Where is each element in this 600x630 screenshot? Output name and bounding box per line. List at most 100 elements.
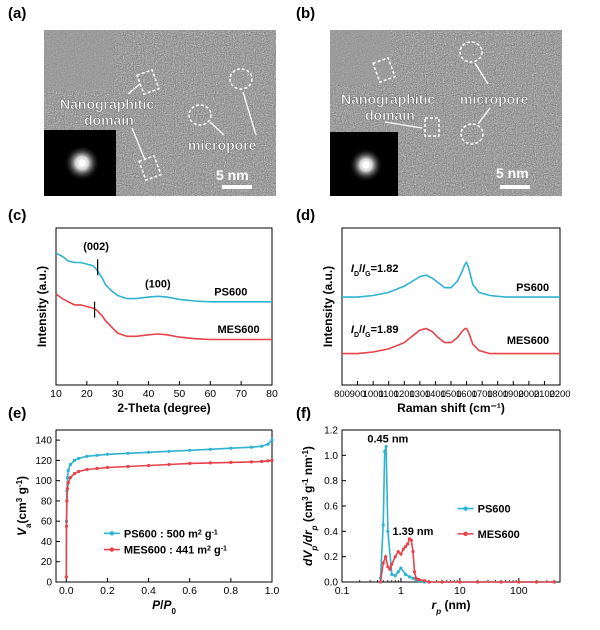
- intensity-ratio-label: ID/IG=1.82: [351, 263, 399, 278]
- x-tick-label: 1200: [394, 389, 415, 400]
- data-point-mes600: [386, 565, 390, 569]
- y-tick-label: 0.0: [324, 578, 338, 589]
- x-tick-label: 20: [81, 388, 93, 400]
- x-tick-label: 1100: [378, 389, 398, 400]
- y-axis-label: Intensity (a.u.): [35, 266, 49, 347]
- x-axis-ticks: 10 20 30 40 50 60 70 80: [50, 381, 278, 400]
- y-tick-label: 140: [35, 436, 52, 447]
- x-tick-label: 1600: [456, 389, 477, 400]
- data-point-ps600: [411, 576, 415, 580]
- annotation-micropore-a: micropore: [188, 137, 257, 153]
- data-point-ps600: [396, 570, 400, 574]
- x-tick-label: 1800: [487, 389, 508, 400]
- legend-marker: [109, 547, 115, 552]
- data-point-mes600: [388, 567, 392, 571]
- x-tick-label: 10: [50, 388, 62, 400]
- series-label-mes600: MES600: [507, 335, 549, 347]
- data-point-mes600: [266, 459, 270, 463]
- data-point-mes600: [77, 469, 81, 474]
- series-label-mes600: MES600: [217, 324, 259, 336]
- x-tick-label: 40: [143, 388, 155, 400]
- peak-label: (100): [145, 279, 171, 291]
- data-point-ps600: [68, 462, 72, 467]
- data-point-mes600: [517, 580, 521, 584]
- tem-image-a: [44, 30, 276, 196]
- annotation-micropore-b: micropore: [460, 91, 529, 107]
- x-axis-ticks: 0.0 0.2 0.4 0.6 0.8 1.0: [59, 578, 279, 597]
- annotation-nanographitic-a: Nanographitic: [60, 96, 154, 112]
- data-point-mes600: [409, 538, 413, 542]
- x-axis-label: Raman shift (cm⁻¹): [397, 401, 505, 415]
- data-point-mes600: [427, 580, 431, 584]
- x-tick-label: 60: [204, 388, 216, 400]
- data-point-mes600: [384, 555, 388, 559]
- data-point-mes600: [417, 577, 421, 582]
- data-point-mes600: [95, 466, 99, 471]
- x-tick-label: 0.4: [141, 585, 156, 597]
- legend-entry-mes600: MES600 : 441 m2 g-1: [124, 545, 227, 557]
- panel-label-c: (c): [8, 207, 26, 224]
- x-tick-label: 0.0: [59, 585, 74, 597]
- y-tick-label: 100: [35, 476, 52, 487]
- data-point-ps600: [384, 444, 388, 449]
- data-point-mes600: [208, 461, 212, 465]
- panel-label-f: (f): [296, 405, 311, 422]
- data-point-ps600: [249, 445, 253, 449]
- x-axis-label: P/P0: [152, 598, 176, 616]
- x-tick-label: 1: [398, 585, 404, 597]
- data-point-mes600: [534, 580, 539, 584]
- series-line-ps600: [55, 252, 272, 303]
- y-tick-label: 120: [35, 456, 52, 467]
- data-point-ps600: [399, 566, 403, 570]
- x-tick-label: 100: [510, 585, 528, 597]
- peak-label: 1.39 nm: [392, 526, 433, 538]
- x-tick-label: 0.2: [100, 585, 115, 597]
- data-point-ps600: [393, 574, 397, 578]
- data-point-mes600: [381, 561, 385, 565]
- data-point-mes600: [249, 460, 253, 464]
- data-point-mes600: [85, 467, 89, 472]
- x-axis-ticks: 800 9001000110012001300140015001600170018…: [334, 381, 571, 400]
- annotation-domain-b: domain: [365, 107, 415, 123]
- legend-entry-ps600: PS600: [478, 504, 511, 516]
- x-tick-label: 1000: [363, 389, 384, 400]
- data-point-ps600: [65, 476, 70, 480]
- data-point-ps600: [390, 572, 394, 577]
- chart-f: 0.1 1 10 100 0.0 0.2 0.4 0.6 0.8 1.0 1.2 rp (nm) dVp…: [301, 426, 561, 616]
- x-tick-label: 80: [266, 388, 278, 400]
- data-point-mes600: [552, 580, 556, 584]
- x-tick-label: 10: [454, 585, 466, 597]
- data-point-ps600: [188, 448, 192, 452]
- x-tick-label: 1.0: [265, 585, 280, 597]
- data-point-mes600: [66, 481, 70, 485]
- data-point-mes600: [499, 580, 503, 584]
- plot-frame: [341, 429, 561, 583]
- series-line-ps600: [379, 446, 555, 583]
- x-tick-label: 900: [350, 389, 366, 400]
- chart-c: 10 20 30 40 50 60 70 80 2-Theta (degree) Intensit…: [35, 227, 278, 415]
- data-point-mes600: [260, 459, 264, 463]
- data-point-ps600: [105, 452, 109, 456]
- data-point-mes600: [401, 547, 405, 551]
- x-tick-label: 50: [174, 388, 186, 400]
- panel-label-d: (d): [296, 207, 315, 224]
- series-line-mes600: [342, 327, 560, 355]
- data-point-mes600: [396, 550, 400, 554]
- chart-layer: 10 20 30 40 50 60 70 802-Theta (degree)Intensit…: [15, 227, 571, 616]
- legend-marker: [463, 506, 468, 511]
- data-point-mes600: [414, 576, 418, 580]
- data-point-mes600: [411, 550, 415, 554]
- series-label-ps600: PS600: [214, 287, 247, 299]
- data-point-mes600: [105, 465, 109, 470]
- data-point-ps600: [126, 451, 130, 455]
- x-tick-label: 30: [112, 388, 124, 400]
- data-point-ps600: [72, 458, 77, 462]
- data-point-mes600: [229, 460, 233, 464]
- data-point-ps600: [383, 449, 387, 454]
- plot-frame: [55, 227, 273, 386]
- x-tick-label: 1500: [440, 389, 461, 400]
- plot-frame: [55, 429, 273, 583]
- scale-bar-label-a: 5 nm: [216, 167, 249, 183]
- x-tick-label: 1900: [503, 389, 524, 400]
